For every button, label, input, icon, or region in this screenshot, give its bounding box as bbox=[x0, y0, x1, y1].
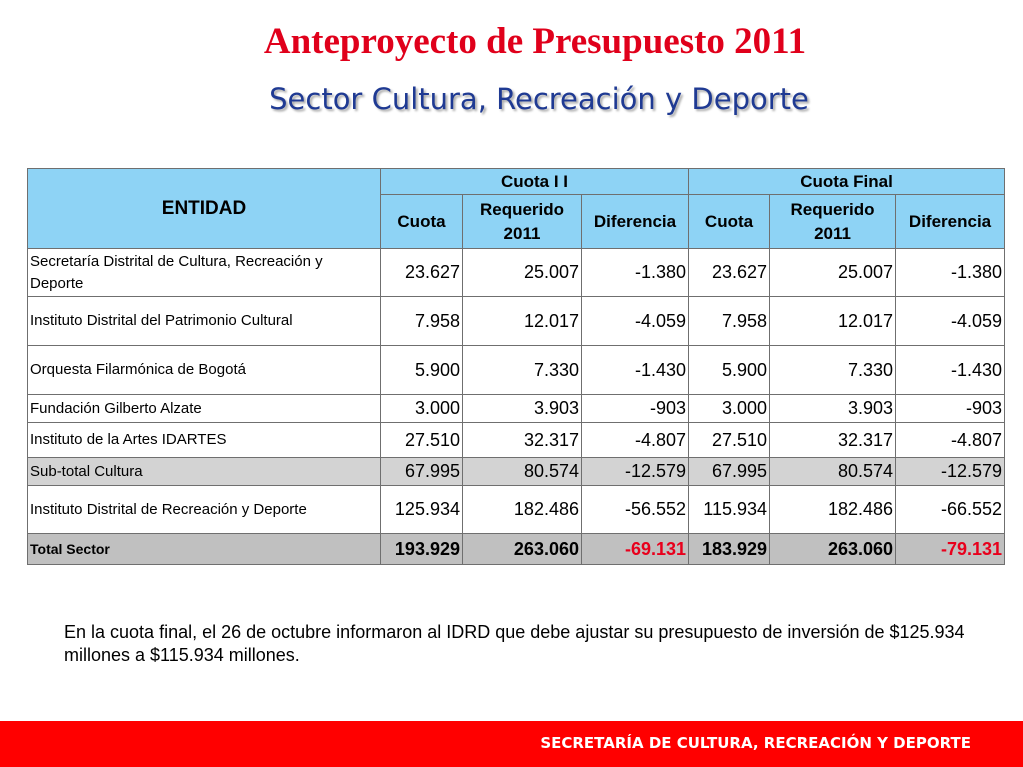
page-subtitle: Sector Cultura, Recreación y Deporte bbox=[269, 82, 809, 116]
row-entity: Sub-total Cultura bbox=[27, 457, 381, 486]
table-cell: 7.958 bbox=[380, 296, 463, 346]
table-cell: 7.330 bbox=[769, 345, 897, 395]
table-cell: 263.060 bbox=[462, 533, 582, 565]
page-title: Anteproyecto de Presupuesto 2011 bbox=[263, 21, 807, 62]
table-cell: -4.807 bbox=[895, 422, 1006, 458]
table-cell: -12.579 bbox=[895, 457, 1006, 486]
table-cell: -1.430 bbox=[580, 345, 690, 395]
footer-bar: SECRETARÍA DE CULTURA, RECREACIÓN Y DEPO… bbox=[0, 721, 1023, 767]
table-row: Instituto Distrital de Recreación y Depo… bbox=[27, 485, 1006, 534]
table-cell: 23.627 bbox=[380, 248, 463, 297]
table-cell: 5.900 bbox=[380, 345, 463, 395]
group-header-cuota-final: Cuota Final bbox=[688, 168, 1006, 195]
footer-text: SECRETARÍA DE CULTURA, RECREACIÓN Y DEPO… bbox=[540, 734, 971, 752]
table-cell: 27.510 bbox=[380, 422, 463, 458]
table-cell: -903 bbox=[895, 394, 1006, 423]
table-cell: -1.430 bbox=[895, 345, 1006, 395]
table-cell: 3.000 bbox=[380, 394, 463, 423]
row-entity: Instituto Distrital del Patrimonio Cultu… bbox=[27, 296, 381, 346]
table-cell: 80.574 bbox=[462, 457, 582, 486]
table-row: Instituto de la Artes IDARTES 27.510 32.… bbox=[27, 422, 1006, 458]
col-header: Cuota bbox=[380, 194, 463, 249]
row-entity: Secretaría Distrital de Cultura, Recreac… bbox=[27, 248, 381, 297]
table-cell: -903 bbox=[580, 394, 690, 423]
table-cell: -66.552 bbox=[895, 485, 1006, 534]
table-cell: -4.807 bbox=[580, 422, 690, 458]
entity-header: ENTIDAD bbox=[27, 168, 381, 249]
table-cell: 67.995 bbox=[688, 457, 771, 486]
group-header-cuota-ii: Cuota I I bbox=[379, 168, 690, 195]
col-header: Diferencia bbox=[895, 194, 1006, 249]
table-row: Fundación Gilberto Alzate 3.000 3.903 -9… bbox=[27, 394, 1006, 423]
table-cell: 263.060 bbox=[769, 533, 897, 565]
table-cell: 12.017 bbox=[769, 296, 897, 346]
table-cell: 32.317 bbox=[462, 422, 582, 458]
total-row: Total Sector 193.929 263.060 -69.131 183… bbox=[27, 533, 1006, 565]
table-cell: 3.000 bbox=[688, 394, 771, 423]
table-cell: 32.317 bbox=[769, 422, 897, 458]
table-cell: 25.007 bbox=[462, 248, 582, 297]
table-cell: 67.995 bbox=[380, 457, 463, 486]
table-cell: -69.131 bbox=[580, 533, 690, 565]
table-cell: 25.007 bbox=[769, 248, 897, 297]
table-cell: 115.934 bbox=[688, 485, 771, 534]
table-cell: 3.903 bbox=[462, 394, 582, 423]
row-entity: Instituto de la Artes IDARTES bbox=[27, 422, 381, 458]
table-cell: -12.579 bbox=[580, 457, 690, 486]
row-entity: Fundación Gilberto Alzate bbox=[27, 394, 381, 423]
budget-table: ENTIDAD Cuota I I Cuota Final Cuota Requ… bbox=[27, 168, 1006, 565]
table-cell: -56.552 bbox=[580, 485, 690, 534]
table-cell: 3.903 bbox=[769, 394, 897, 423]
col-header: Diferencia bbox=[580, 194, 690, 249]
table-cell: 5.900 bbox=[688, 345, 771, 395]
table-cell: -79.131 bbox=[895, 533, 1006, 565]
table-cell: -4.059 bbox=[895, 296, 1006, 346]
row-entity: Total Sector bbox=[27, 533, 381, 565]
table-cell: 23.627 bbox=[688, 248, 771, 297]
table-row: Instituto Distrital del Patrimonio Cultu… bbox=[27, 296, 1006, 346]
table-cell: 125.934 bbox=[380, 485, 463, 534]
subtotal-row: Sub-total Cultura 67.995 80.574 -12.579 … bbox=[27, 457, 1006, 486]
col-header: Cuota bbox=[688, 194, 771, 249]
note-text: En la cuota final, el 26 de octubre info… bbox=[64, 622, 965, 665]
row-entity: Orquesta Filarmónica de Bogotá bbox=[27, 345, 381, 395]
table-cell: 183.929 bbox=[688, 533, 771, 565]
col-header: Requerido 2011 bbox=[462, 194, 582, 249]
table-cell: 182.486 bbox=[769, 485, 897, 534]
table-cell: 193.929 bbox=[380, 533, 463, 565]
table-row: Secretaría Distrital de Cultura, Recreac… bbox=[27, 248, 1006, 297]
table-cell: -4.059 bbox=[580, 296, 690, 346]
table-cell: -1.380 bbox=[895, 248, 1006, 297]
table-row: Orquesta Filarmónica de Bogotá 5.900 7.3… bbox=[27, 345, 1006, 395]
table-cell: 27.510 bbox=[688, 422, 771, 458]
table-cell: 7.330 bbox=[462, 345, 582, 395]
table-cell: -1.380 bbox=[580, 248, 690, 297]
table-cell: 182.486 bbox=[462, 485, 582, 534]
row-entity: Instituto Distrital de Recreación y Depo… bbox=[27, 485, 381, 534]
col-header: Requerido 2011 bbox=[769, 194, 897, 249]
table-cell: 12.017 bbox=[462, 296, 582, 346]
table-cell: 80.574 bbox=[769, 457, 897, 486]
table-cell: 7.958 bbox=[688, 296, 771, 346]
